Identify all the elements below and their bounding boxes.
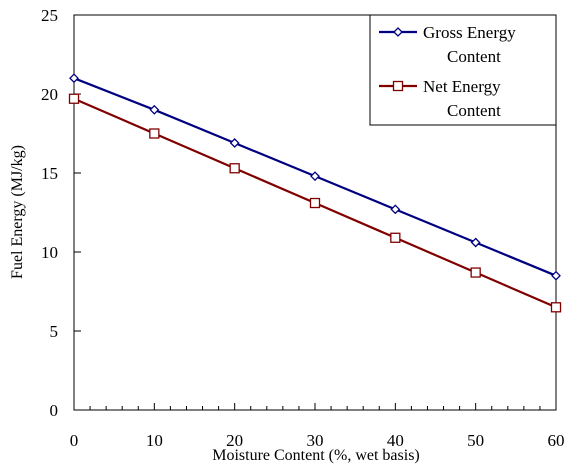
legend-label: Net Energy: [423, 77, 501, 96]
x-tick-label: 10: [146, 431, 163, 450]
series-2-point: [149, 128, 160, 139]
series-layer: [68, 73, 562, 313]
legend-label: Content: [447, 101, 501, 120]
legend: Gross Energy Content Net Energy Content: [369, 14, 557, 126]
y-tick-label: 10: [41, 243, 58, 262]
legend-swatch-marker: [392, 80, 404, 92]
series-1-point: [310, 171, 320, 182]
legend-swatch-marker: [393, 27, 403, 37]
series-1-point: [390, 204, 401, 215]
series-2-point: [550, 302, 562, 313]
series-2-point: [390, 232, 401, 243]
legend-label: Gross Energy: [423, 23, 516, 42]
x-tick-label: 30: [307, 431, 324, 450]
x-tick-label: 0: [70, 431, 79, 450]
y-tick-label: 5: [50, 322, 59, 341]
y-tick-label: 15: [41, 164, 58, 183]
series-2-point: [229, 163, 240, 174]
x-tick-label: 50: [467, 431, 484, 450]
y-axis-title: Fuel Energy (MJ/kg): [9, 145, 26, 279]
y-axis: 0 5 10 15 20 25: [41, 6, 81, 420]
series-1-point: [470, 237, 481, 248]
series-1-point: [551, 270, 561, 281]
y-tick-label: 0: [50, 401, 59, 420]
x-tick-label: 20: [226, 431, 243, 450]
x-axis-title: Moisture Content (%, wet basis): [212, 447, 420, 464]
x-axis: 0 10 20 30 40 50 60: [70, 403, 565, 450]
x-tick-label: 60: [548, 431, 565, 450]
series-2-point: [68, 93, 80, 104]
y-tick-label: 25: [41, 6, 58, 25]
series-1-point: [229, 138, 240, 148]
series-2-point: [309, 197, 321, 209]
y-tick-label: 20: [41, 85, 58, 104]
series-1-point: [69, 73, 79, 84]
x-tick-label: 40: [387, 431, 404, 450]
series-2-point: [470, 267, 481, 278]
legend-label: Content: [447, 47, 501, 66]
series-1-point: [149, 104, 160, 115]
